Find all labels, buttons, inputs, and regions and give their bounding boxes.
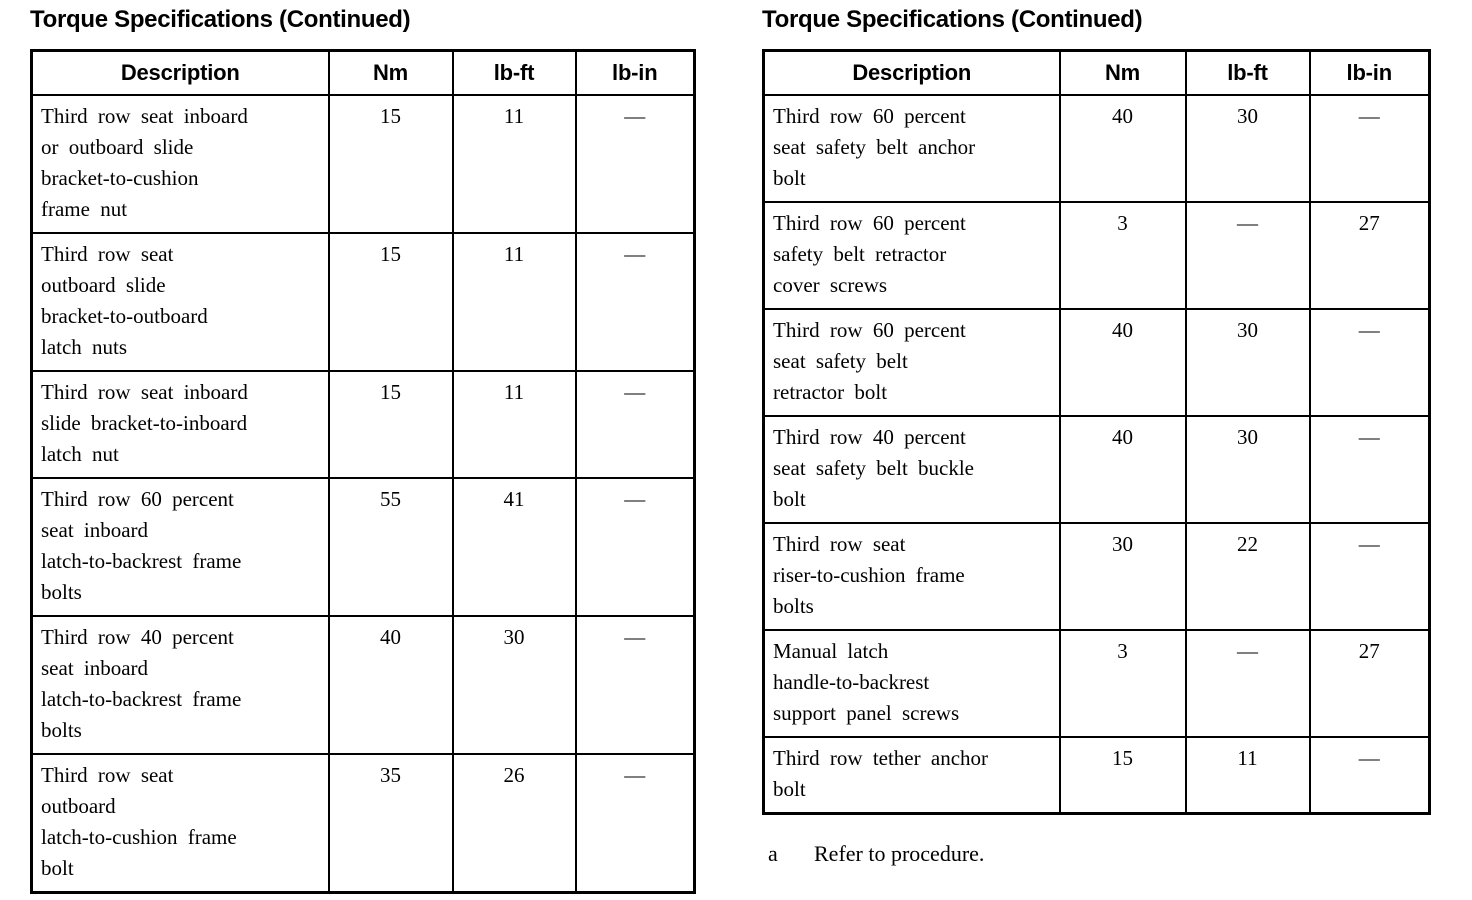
header-row: Description Nm lb-ft lb-in <box>30 49 696 96</box>
lbin-value-cell: — <box>574 753 696 894</box>
nm-value-cell: 15 <box>327 232 454 372</box>
description-cell: Third row 40 percent seat inboard latch-… <box>30 615 330 755</box>
table-row: Third row seat inboard slide bracket-to-… <box>30 370 696 479</box>
lbin-column-header: lb-in <box>574 49 696 96</box>
lbft-value-cell: 30 <box>451 615 577 755</box>
right-torque-table: Description Nm lb-ft lb-in Third row 60 … <box>762 49 1431 815</box>
left-torque-section: Torque Specifications (Continued) Descri… <box>30 6 696 894</box>
table-row: Third row tether anchor bolt 15 11 — <box>762 736 1431 815</box>
left-section-title: Torque Specifications (Continued) <box>30 6 411 33</box>
lbin-value-cell: 27 <box>1308 629 1431 738</box>
right-table-header: Description Nm lb-ft lb-in <box>762 49 1431 96</box>
table-row: Third row 60 percent seat safety belt re… <box>762 308 1431 417</box>
nm-value-cell: 40 <box>1058 94 1187 203</box>
nm-value-cell: 15 <box>327 370 454 479</box>
nm-value-cell: 40 <box>1058 415 1187 524</box>
nm-value-cell: 3 <box>1058 629 1187 738</box>
left-table-body: Third row seat inboard or outboard slide… <box>30 94 696 894</box>
nm-value-cell: 40 <box>327 615 454 755</box>
lbft-value-cell: 41 <box>451 477 577 617</box>
description-cell: Third row seat inboard slide bracket-to-… <box>30 370 330 479</box>
lbft-column-header: lb-ft <box>451 49 577 96</box>
nm-value-cell: 55 <box>327 477 454 617</box>
lbin-column-header: lb-in <box>1308 49 1431 96</box>
left-table-header: Description Nm lb-ft lb-in <box>30 49 696 96</box>
description-cell: Manual latch handle-to-backrest support … <box>762 629 1061 738</box>
nm-column-header: Nm <box>1058 49 1187 96</box>
lbft-value-cell: 11 <box>1184 736 1311 815</box>
description-cell: Third row seat outboard slide bracket-to… <box>30 232 330 372</box>
lbft-value-cell: — <box>1184 629 1311 738</box>
description-cell: Third row 60 percent seat safety belt an… <box>762 94 1061 203</box>
table-row: Manual latch handle-to-backrest support … <box>762 629 1431 738</box>
lbft-value-cell: 30 <box>1184 94 1311 203</box>
description-column-header: Description <box>762 49 1061 96</box>
lbin-value-cell: — <box>574 477 696 617</box>
description-cell: Third row seat riser-to-cushion frame bo… <box>762 522 1061 631</box>
lbft-column-header: lb-ft <box>1184 49 1311 96</box>
lbin-value-cell: — <box>574 370 696 479</box>
description-cell: Third row 40 percent seat safety belt bu… <box>762 415 1061 524</box>
nm-value-cell: 15 <box>1058 736 1187 815</box>
right-section-title: Torque Specifications (Continued) <box>762 6 1143 33</box>
lbft-value-cell: 30 <box>1184 308 1311 417</box>
header-row: Description Nm lb-ft lb-in <box>762 49 1431 96</box>
lbft-value-cell: 11 <box>451 94 577 234</box>
description-cell: Third row tether anchor bolt <box>762 736 1061 815</box>
lbft-value-cell: 26 <box>451 753 577 894</box>
nm-value-cell: 3 <box>1058 201 1187 310</box>
nm-column-header: Nm <box>327 49 454 96</box>
nm-value-cell: 40 <box>1058 308 1187 417</box>
lbft-value-cell: 22 <box>1184 522 1311 631</box>
nm-value-cell: 35 <box>327 753 454 894</box>
table-row: Third row seat riser-to-cushion frame bo… <box>762 522 1431 631</box>
lbin-value-cell: — <box>574 94 696 234</box>
table-row: Third row 60 percent seat safety belt an… <box>762 94 1431 203</box>
right-table-body: Third row 60 percent seat safety belt an… <box>762 94 1431 815</box>
footnote-marker: a <box>768 841 778 866</box>
lbft-value-cell: 11 <box>451 232 577 372</box>
left-torque-table: Description Nm lb-ft lb-in Third row sea… <box>30 49 696 894</box>
footnote: a Refer to procedure. <box>762 841 1428 867</box>
table-row: Third row seat outboard latch-to-cushion… <box>30 753 696 894</box>
description-cell: Third row 60 percent seat safety belt re… <box>762 308 1061 417</box>
nm-value-cell: 15 <box>327 94 454 234</box>
table-row: Third row 40 percent seat inboard latch-… <box>30 615 696 755</box>
lbft-value-cell: 30 <box>1184 415 1311 524</box>
lbin-value-cell: — <box>574 232 696 372</box>
table-row: Third row 60 percent safety belt retract… <box>762 201 1431 310</box>
right-torque-section: Torque Specifications (Continued) Descri… <box>762 6 1431 867</box>
description-cell: Third row seat inboard or outboard slide… <box>30 94 330 234</box>
table-row: Third row seat outboard slide bracket-to… <box>30 232 696 372</box>
lbin-value-cell: — <box>1308 736 1431 815</box>
lbft-value-cell: 11 <box>451 370 577 479</box>
nm-value-cell: 30 <box>1058 522 1187 631</box>
lbft-value-cell: — <box>1184 201 1311 310</box>
lbin-value-cell: — <box>1308 308 1431 417</box>
lbin-value-cell: — <box>1308 94 1431 203</box>
table-row: Third row 60 percent seat inboard latch-… <box>30 477 696 617</box>
lbin-value-cell: — <box>1308 415 1431 524</box>
footnote-text: Refer to procedure. <box>814 841 985 866</box>
lbin-value-cell: — <box>574 615 696 755</box>
lbin-value-cell: — <box>1308 522 1431 631</box>
description-cell: Third row seat outboard latch-to-cushion… <box>30 753 330 894</box>
table-row: Third row 40 percent seat safety belt bu… <box>762 415 1431 524</box>
description-column-header: Description <box>30 49 330 96</box>
table-row: Third row seat inboard or outboard slide… <box>30 94 696 234</box>
description-cell: Third row 60 percent safety belt retract… <box>762 201 1061 310</box>
description-cell: Third row 60 percent seat inboard latch-… <box>30 477 330 617</box>
lbin-value-cell: 27 <box>1308 201 1431 310</box>
